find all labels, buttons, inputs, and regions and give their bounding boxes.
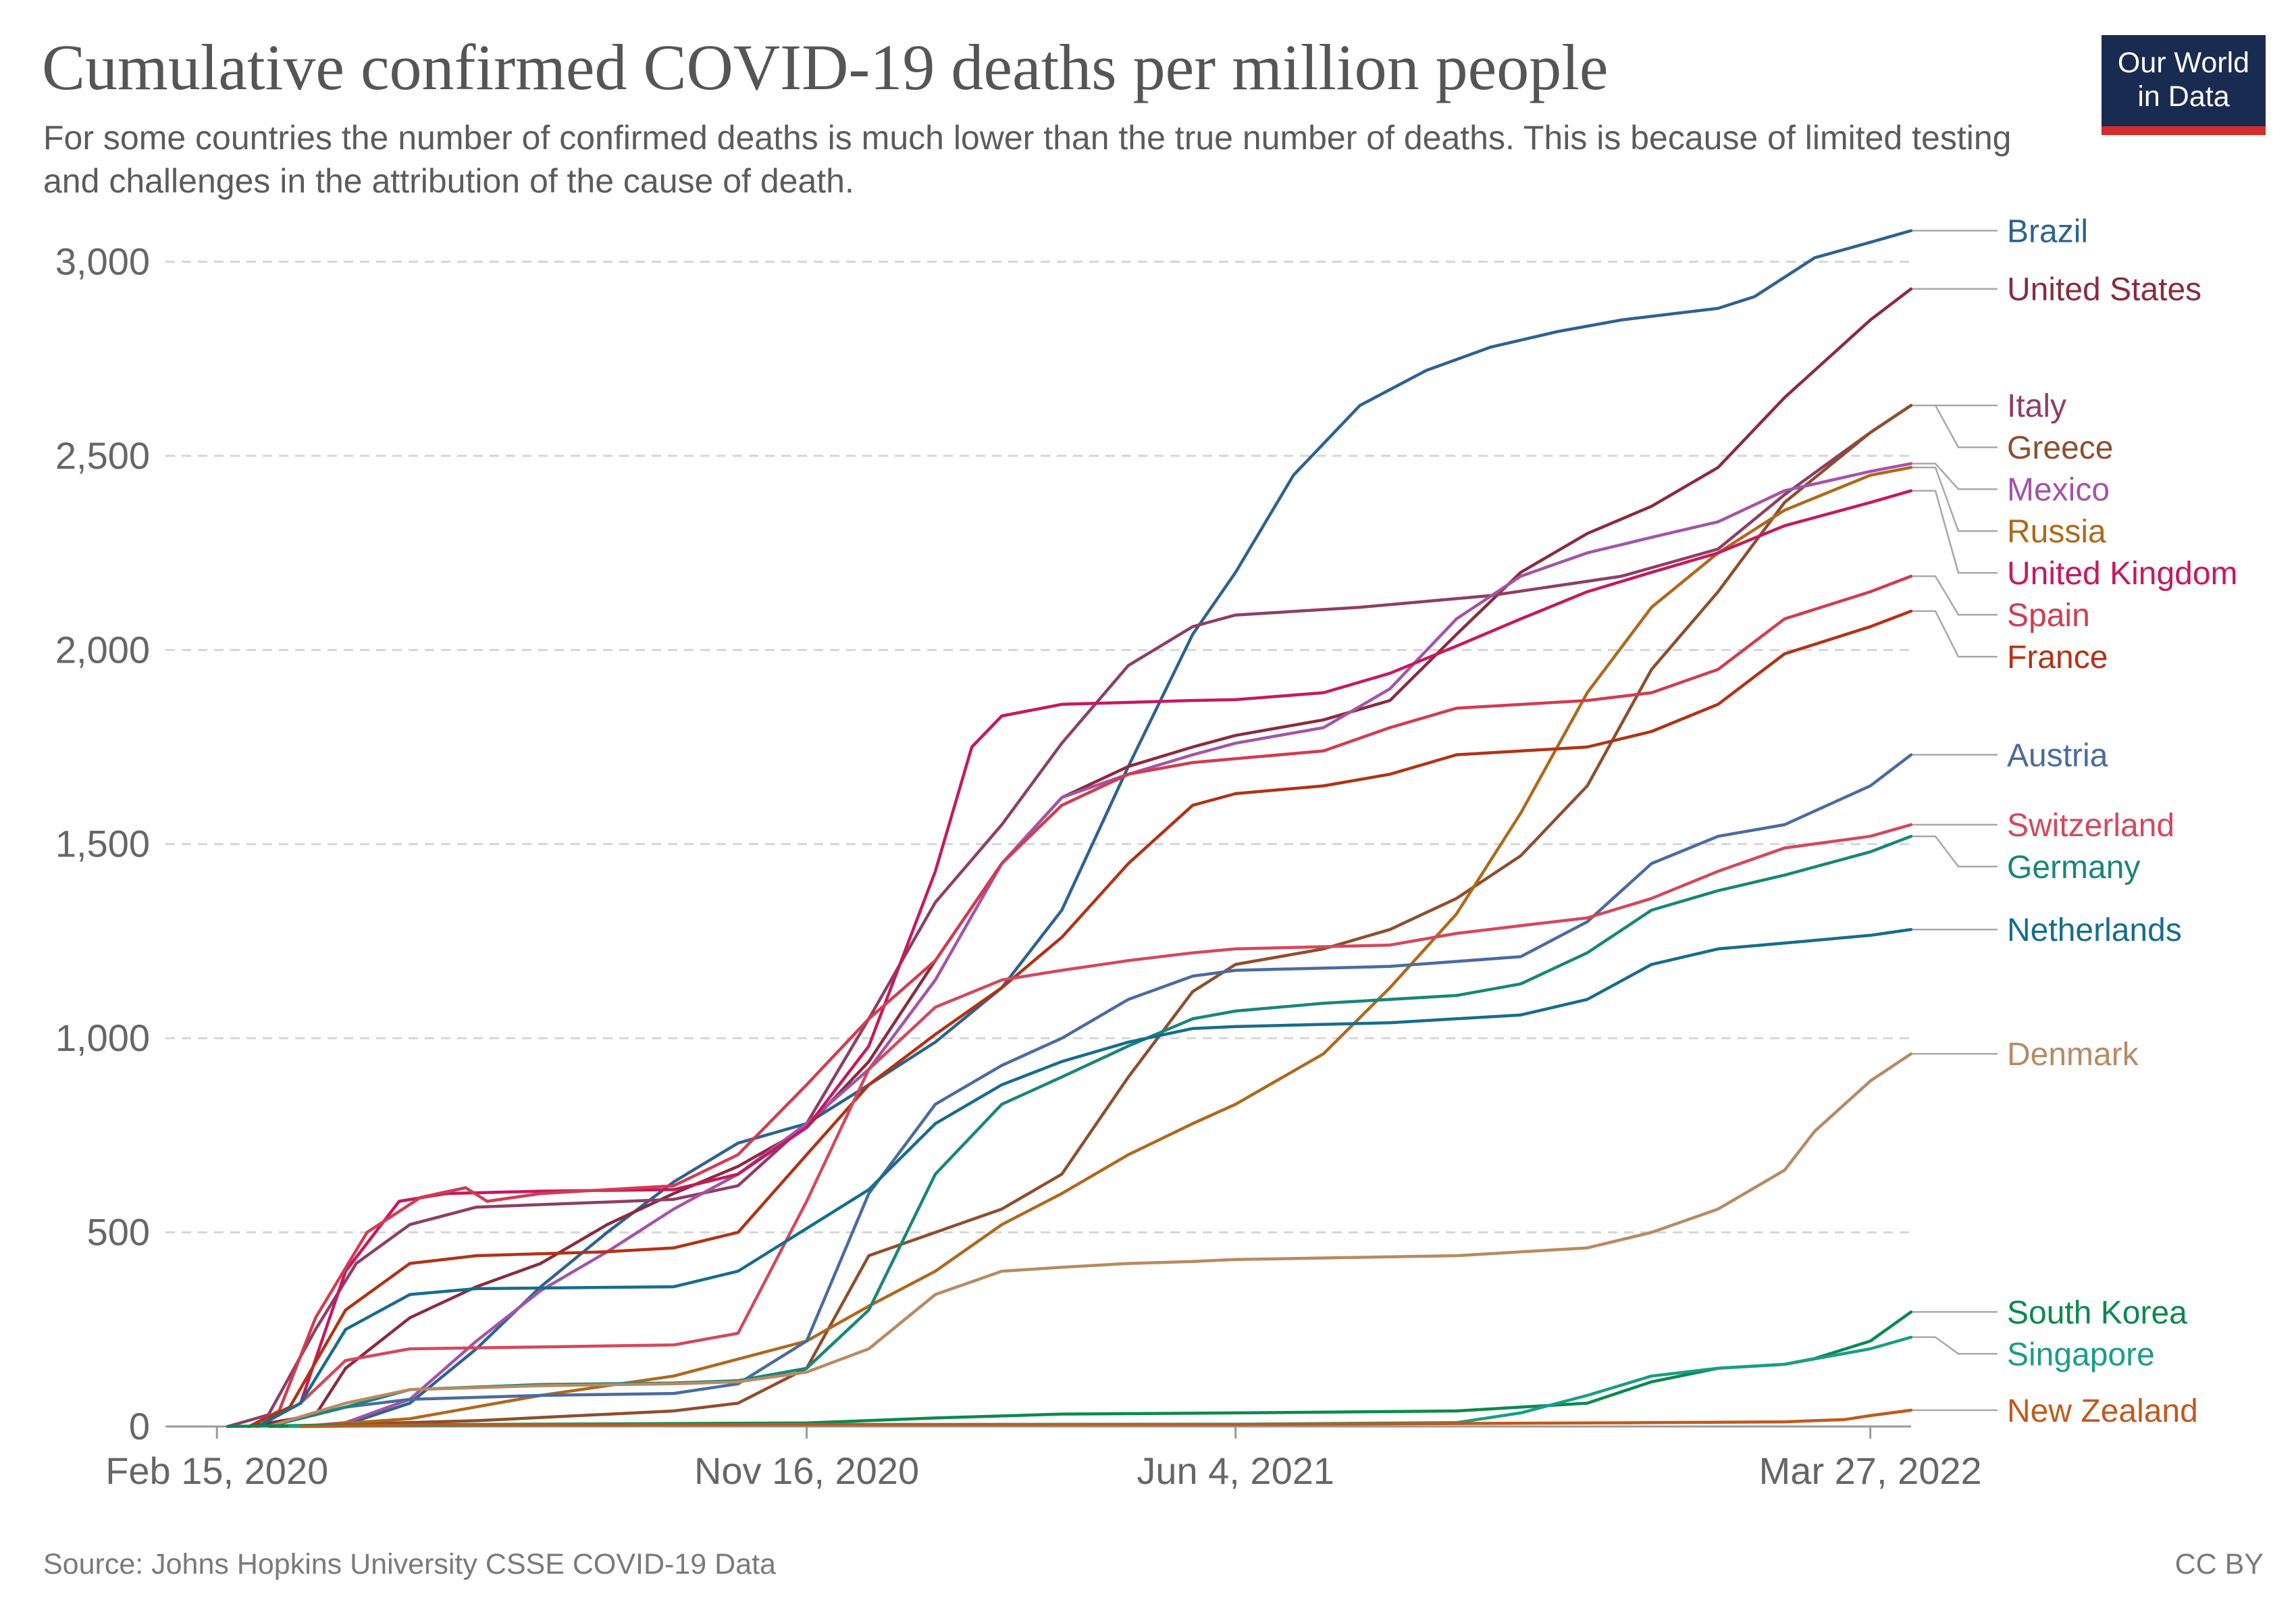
legend-label-united-kingdom: United Kingdom <box>2007 556 2238 592</box>
legend-leader-france <box>1912 610 1998 658</box>
y-tick-label: 500 <box>87 1211 150 1254</box>
legend-leader-united-kingdom <box>1912 490 1998 574</box>
series-line-mexico <box>298 462 1913 1429</box>
legend-leader-singapore <box>1912 1336 1998 1355</box>
x-tick-label: Mar 27, 2022 <box>1759 1449 1982 1492</box>
owid-logo[interactable]: Our World in Data <box>2102 35 2266 135</box>
series-line-denmark <box>267 1052 1913 1429</box>
y-tick-label: 2,500 <box>55 434 150 477</box>
series-line-france <box>247 609 1913 1429</box>
logo-line-2: in Data <box>2137 80 2230 113</box>
legend-label-singapore: Singapore <box>2007 1337 2155 1372</box>
y-tick-label: 1,000 <box>55 1017 150 1059</box>
y-tick-label: 1,500 <box>55 823 150 865</box>
series-line-italy <box>226 403 1913 1429</box>
page-title: Cumulative confirmed COVID-19 deaths per… <box>42 31 1609 103</box>
x-tick-label: Nov 16, 2020 <box>694 1449 919 1492</box>
source-note: Source: Johns Hopkins University CSSE CO… <box>43 1548 776 1580</box>
legend-label-switzerland: Switzerland <box>2007 808 2174 844</box>
legend-label-france: France <box>2007 640 2108 675</box>
series-line-greece <box>267 403 1913 1429</box>
x-tick-label: Jun 4, 2021 <box>1137 1449 1334 1492</box>
legend-label-greece: Greece <box>2007 430 2113 466</box>
legend-label-united-states: United States <box>2007 272 2201 308</box>
license-link[interactable]: CC BY <box>2174 1548 2264 1580</box>
y-tick-label: 0 <box>129 1405 150 1447</box>
series-line-switzerland <box>256 823 1913 1429</box>
legend-label-austria: Austria <box>2007 738 2108 774</box>
series-line-united-kingdom <box>256 489 1913 1429</box>
legend-leader-spain <box>1912 575 1998 616</box>
legend-label-new-zealand: New Zealand <box>2007 1393 2198 1429</box>
series-line-spain <box>247 574 1913 1429</box>
page-subtitle: For some countries the number of confirm… <box>43 119 2012 200</box>
legend-label-denmark: Denmark <box>2007 1037 2139 1073</box>
legend-leader-mexico <box>1912 463 1998 490</box>
logo-line-1: Our World <box>2117 47 2250 79</box>
series-line-russia <box>298 465 1913 1429</box>
legend-label-south-korea: South Korea <box>2007 1295 2187 1331</box>
legend-label-brazil: Brazil <box>2007 213 2088 249</box>
legend-leader-germany <box>1912 835 1998 868</box>
y-tick-label: 3,000 <box>55 240 150 282</box>
series-line-netherlands <box>256 927 1913 1429</box>
legend-label-netherlands: Netherlands <box>2007 912 2182 948</box>
legend-label-russia: Russia <box>2007 514 2106 550</box>
y-tick-label: 2,000 <box>55 628 150 671</box>
series-line-austria <box>267 753 1913 1429</box>
legend-label-germany: Germany <box>2007 850 2140 885</box>
legend-label-mexico: Mexico <box>2007 472 2110 508</box>
legend-label-spain: Spain <box>2007 598 2090 634</box>
series-line-south-korea <box>226 1310 1913 1429</box>
x-tick-label: Feb 15, 2020 <box>105 1449 328 1492</box>
legend-leader-greece <box>1912 404 1998 448</box>
legend-label-italy: Italy <box>2007 388 2066 424</box>
legend-leader-russia <box>1912 466 1998 532</box>
series-line-brazil <box>278 229 1913 1429</box>
series-line-new-zealand <box>298 1408 1913 1429</box>
